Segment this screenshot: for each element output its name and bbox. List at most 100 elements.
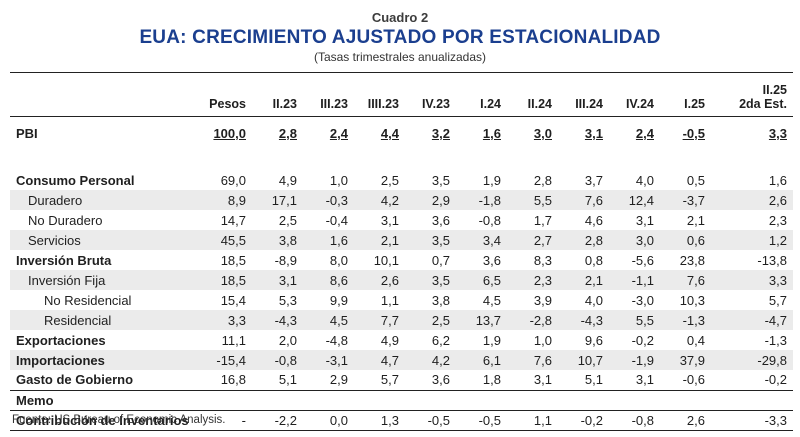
table-cell: -4,8 <box>325 332 348 348</box>
table-cell: 3,6 <box>482 252 501 268</box>
table-row-pbi: PBI 100,0 2,8 2,4 4,4 3,2 1,6 3,0 3,1 2,4 -0,5 3,3 <box>10 116 793 150</box>
table-cell: 4,0 <box>635 172 654 188</box>
table-cell: -1,1 <box>609 270 660 290</box>
row-label: No Residencial <box>44 292 132 308</box>
table-cell: 4,0 <box>584 292 603 308</box>
table-cell: 4,9 <box>278 172 297 188</box>
table-row-contrib: Contribución de Inventarios - -2,2 0,0 1,3 -0… <box>10 409 793 431</box>
table-cell: 9,9 <box>329 292 348 308</box>
table-cell: 7,6 <box>558 190 609 210</box>
empty-cell <box>303 389 354 410</box>
column-header: IV.24 <box>609 76 660 117</box>
row-label: Duradero <box>10 190 200 210</box>
cell-value: 2,4 <box>635 125 654 141</box>
empty-cell <box>252 389 303 410</box>
table-cell: 12,4 <box>609 190 660 210</box>
table-cell: 3,5 <box>405 230 456 250</box>
row-label: Consumo Personal <box>16 172 135 188</box>
table-cell: 4,2 <box>354 190 405 210</box>
table-row: Consumo Personal 69,0 4,9 1,0 2,5 3,5 1,9 2,8 3,… <box>10 170 793 190</box>
subtitle: (Tasas trimestrales anualizadas) <box>313 50 487 64</box>
row-label: Importaciones <box>10 350 200 370</box>
table-row: No Duradero 14,7 2,5 -0,4 3,1 3,6 -0,8 1,7 4,6 3,… <box>10 210 793 230</box>
top-rule <box>10 72 793 73</box>
table-cell: 0,6 <box>660 230 711 250</box>
column-header: II.23 <box>252 76 303 117</box>
table-row-memo: Memo <box>10 389 793 410</box>
table-cell: 5,7 <box>380 372 399 388</box>
row-label: Residencial <box>10 310 200 330</box>
table-cell: 5,3 <box>278 292 297 308</box>
table-cell: 8,9 <box>200 190 252 210</box>
cell-value: 2,8 <box>278 125 297 141</box>
table-cell: 4,7 <box>354 350 405 370</box>
table-cell: 1,7 <box>533 212 552 228</box>
row-label: Memo <box>10 389 200 410</box>
header-cell-label <box>10 76 200 117</box>
column-header-line2: 2da Est. <box>739 96 787 111</box>
table-cell: 5,1 <box>278 372 297 388</box>
table-cell: 6,5 <box>456 270 507 290</box>
table-cell: 1,6 <box>456 116 507 150</box>
table-cell: 2,4 <box>303 116 354 150</box>
spacer-cell <box>10 150 793 170</box>
cell-value: 100,0 <box>213 125 246 141</box>
table-cell: 0,0 <box>303 409 354 431</box>
table-cell: 4,6 <box>584 212 603 228</box>
table-cell: 2,8 <box>558 230 609 250</box>
table-cell: -1,3 <box>660 310 711 330</box>
table-cell: -0,2 <box>631 332 654 348</box>
table-cell: 3,1 <box>380 212 399 228</box>
table-cell: 3,1 <box>558 116 609 150</box>
table-cell: 1,8 <box>482 372 501 388</box>
table-cell: -5,6 <box>631 252 654 268</box>
table-cell: - <box>200 409 252 431</box>
table-cell: -0,2 <box>764 372 787 388</box>
table-cell: 4,9 <box>380 332 399 348</box>
cell-value: 3,3 <box>768 125 787 141</box>
table-cell: 3,1 <box>635 372 654 388</box>
table-cell: -0,2 <box>558 409 609 431</box>
table-cell: 7,7 <box>354 310 405 330</box>
empty-cell <box>660 389 711 410</box>
table-cell: 3,5 <box>431 172 450 188</box>
cell-value: 4,4 <box>380 125 399 141</box>
table-cell: 3,2 <box>405 116 456 150</box>
table-cell: -3,7 <box>660 190 711 210</box>
table-cell: 8,0 <box>329 252 348 268</box>
table-row: Gasto de Gobierno 16,8 5,1 2,9 5,7 3,6 1,8 3,1 5… <box>10 370 793 390</box>
table-cell: 6,1 <box>456 350 507 370</box>
table-row: No Residencial 15,4 5,3 9,9 1,1 3,8 4,5 3,9 4,0 -… <box>10 290 793 310</box>
column-header-line1: II.25 <box>762 82 787 97</box>
table-cell: 2,9 <box>405 190 456 210</box>
table-cell: 3,1 <box>635 212 654 228</box>
table-cell: 1,0 <box>533 332 552 348</box>
column-header: II.25 2da Est. <box>711 76 793 117</box>
table-cell: 1,9 <box>482 332 501 348</box>
page-title: EUA: CRECIMIENTO AJUSTADO POR ESTACIONAL… <box>139 27 661 48</box>
table-cell: 3,3 <box>711 270 793 290</box>
column-header: IV.23 <box>405 76 456 117</box>
table-cell: 11,1 <box>221 332 246 348</box>
table-cell: 7,6 <box>660 270 711 290</box>
table-cell: 2,7 <box>507 230 558 250</box>
row-label: Gasto de Gobierno <box>16 372 134 388</box>
empty-cell <box>558 389 609 410</box>
table-cell: 3,0 <box>507 116 558 150</box>
row-label: Inversión Fija <box>10 270 200 290</box>
table-cell: 7,6 <box>507 350 558 370</box>
table-cell: -0,8 <box>478 212 501 228</box>
table-cell: 2,5 <box>380 172 399 188</box>
table-cell: -0,5 <box>405 409 456 431</box>
table-cell: -1,8 <box>456 190 507 210</box>
column-header: IIII.23 <box>354 76 405 117</box>
column-header: I.25 <box>660 76 711 117</box>
table-cell: 3,4 <box>456 230 507 250</box>
table-cell: 23,8 <box>679 252 705 268</box>
table-cell: 17,1 <box>252 190 303 210</box>
table-cell: 5,5 <box>507 190 558 210</box>
table-cell: 2,6 <box>660 409 711 431</box>
table-cell: -0,8 <box>252 350 303 370</box>
table-cell: 45,5 <box>200 230 252 250</box>
table-cell: 2,1 <box>558 270 609 290</box>
